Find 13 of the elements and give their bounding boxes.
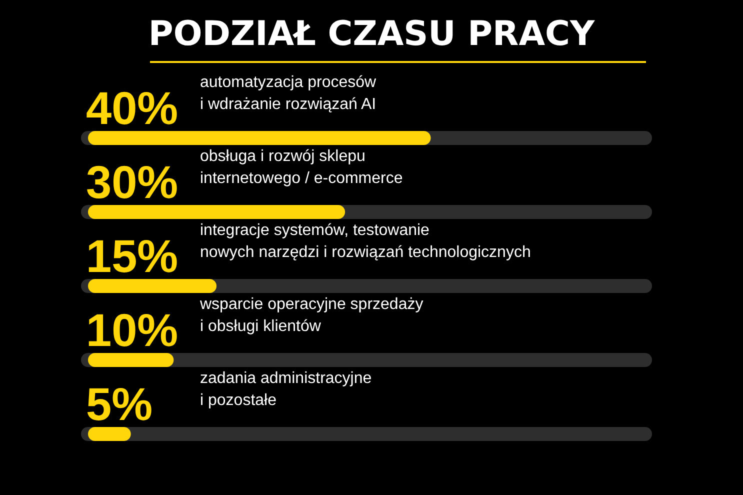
data-label: 15% bbox=[86, 230, 178, 282]
y-tick-label: zadania administracyjne i pozostałe bbox=[200, 370, 372, 409]
y-tick-label: wsparcie operacyjne sprzedaży i obsługi klientów bbox=[199, 296, 424, 335]
y-tick-label: automatyzacja procesów i wdrażanie rozwiązań AI bbox=[200, 74, 377, 113]
y-tick-label: obsługa i rozwój sklepu internetowego / e-commerce bbox=[200, 148, 403, 187]
data-label: 30% bbox=[86, 156, 178, 208]
bar bbox=[88, 279, 217, 293]
bar bbox=[88, 353, 174, 367]
y-tick-label: integracje systemów, testowanie nowych narzędzi i rozwiązań technologicznych bbox=[200, 222, 531, 261]
data-label: 5% bbox=[86, 378, 152, 430]
data-label: 40% bbox=[86, 82, 178, 134]
chart-title: PODZIAŁ CZASU PRACY bbox=[147, 14, 596, 54]
data-label: 10% bbox=[86, 304, 178, 356]
